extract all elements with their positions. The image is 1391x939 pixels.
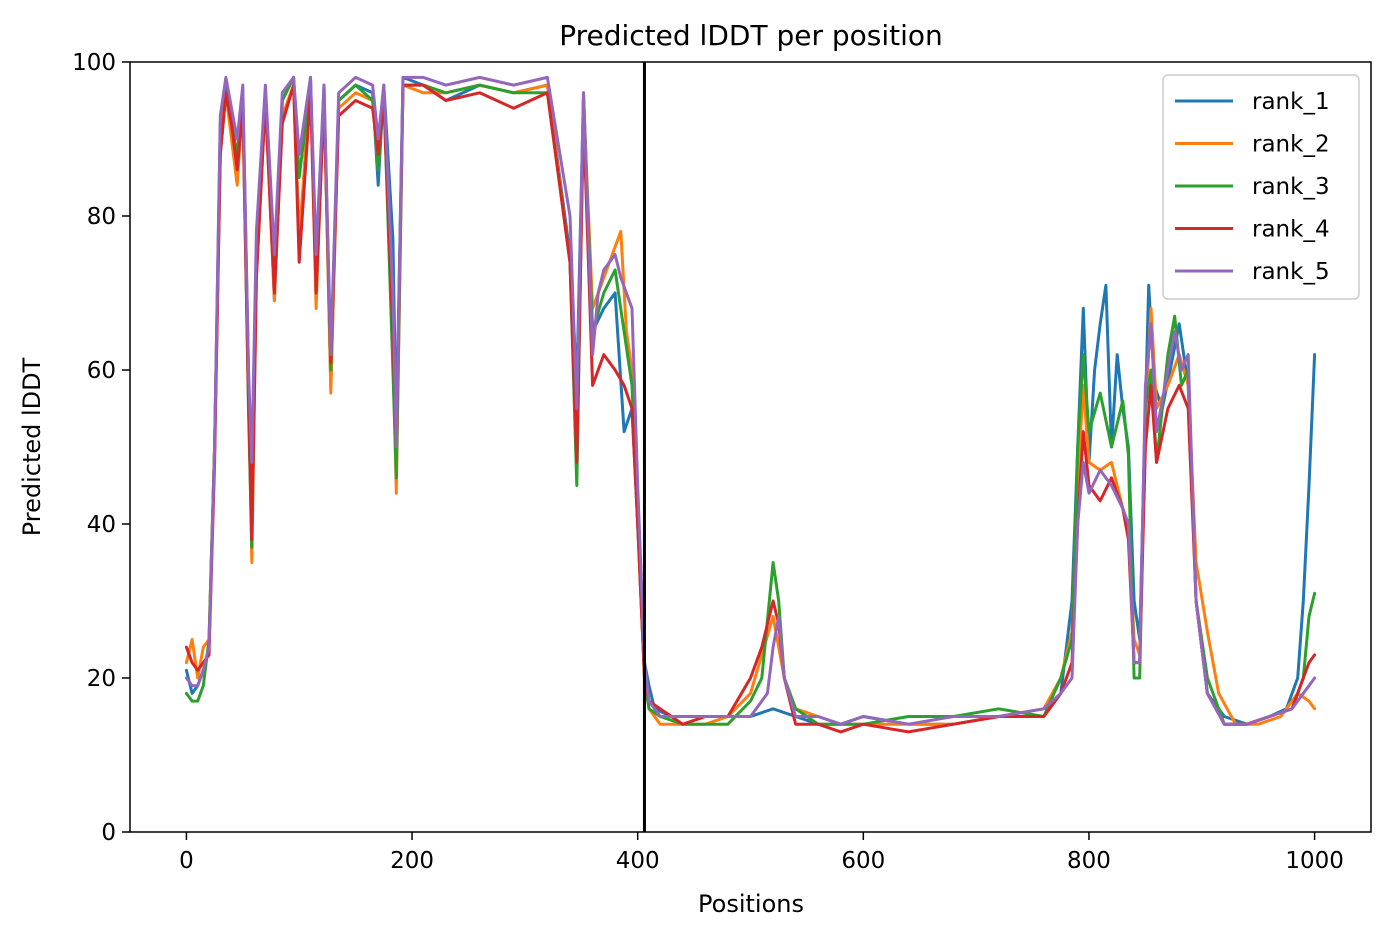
- x-axis-label: Positions: [698, 890, 804, 918]
- x-tick-label: 400: [616, 848, 660, 874]
- y-tick-label: 40: [87, 512, 116, 538]
- x-tick-label: 800: [1067, 848, 1111, 874]
- legend-label-rank_1: rank_1: [1252, 89, 1330, 115]
- y-tick-label: 60: [87, 358, 116, 384]
- x-tick-label: 600: [841, 848, 885, 874]
- legend-label-rank_3: rank_3: [1252, 174, 1330, 200]
- y-axis-label: Predicted lDDT: [18, 357, 46, 536]
- chart-title: Predicted lDDT per position: [559, 19, 943, 52]
- y-tick-label: 80: [87, 204, 116, 230]
- x-tick-label: 1000: [1285, 848, 1344, 874]
- legend-label-rank_2: rank_2: [1252, 132, 1330, 158]
- x-axis-ticks: 0 200 400 600 800 1000: [179, 832, 1344, 874]
- legend-label-rank_5: rank_5: [1252, 259, 1330, 285]
- legend: rank_1 rank_2 rank_3 rank_4 rank_5: [1162, 74, 1360, 300]
- series-layer: [184, 75, 1317, 734]
- legend-frame: [1162, 74, 1360, 300]
- legend-label-rank_4: rank_4: [1252, 217, 1330, 243]
- x-tick-label: 200: [390, 848, 434, 874]
- y-tick-label: 0: [101, 820, 116, 846]
- x-tick-label: 0: [179, 848, 194, 874]
- y-tick-label: 100: [72, 50, 116, 76]
- y-tick-label: 20: [87, 666, 116, 692]
- series-line-rank_5: [184, 75, 1317, 726]
- y-axis-ticks: 0 20 40 60 80 100: [72, 50, 130, 846]
- legend-items: rank_1 rank_2 rank_3 rank_4 rank_5: [1175, 89, 1330, 285]
